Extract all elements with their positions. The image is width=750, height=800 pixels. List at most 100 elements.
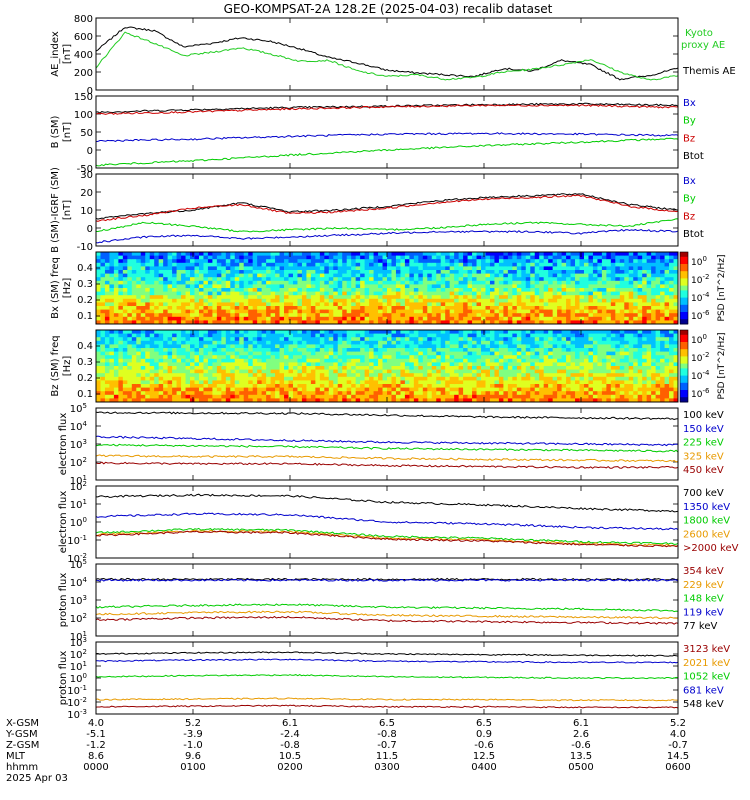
spectrogram-cell — [118, 266, 124, 271]
spectrogram-cell — [109, 333, 115, 338]
spectrogram-cell — [507, 391, 513, 396]
spectrogram-cell — [503, 362, 509, 367]
spectrogram-cell — [440, 369, 446, 374]
spectrogram-cell — [346, 280, 352, 285]
spectrogram-cell — [149, 358, 155, 363]
spectrogram-cell — [427, 255, 433, 260]
spectrogram-cell — [646, 273, 652, 278]
spectrogram-cell — [387, 302, 392, 307]
spectrogram-cell — [463, 387, 469, 392]
spectrogram-cell — [140, 330, 146, 335]
spectrogram-cell — [212, 284, 218, 289]
spectrogram-cell — [422, 387, 428, 392]
spectrogram-cell — [463, 306, 469, 311]
spectrogram-cell — [310, 273, 316, 278]
spectrogram-cell — [583, 362, 589, 367]
series-line-btot — [95, 102, 679, 114]
spectrogram-cell — [454, 309, 460, 314]
spectrogram-cell — [440, 373, 446, 378]
spectrogram-cell — [570, 262, 576, 267]
spectrogram-cell — [158, 298, 164, 303]
spectrogram-cell — [172, 351, 178, 356]
spectrogram-cell — [579, 398, 585, 403]
spectrogram-cell — [597, 262, 603, 267]
spectrogram-cell — [319, 351, 325, 356]
spectrogram-cell — [252, 270, 258, 275]
spectrogram-cell — [566, 259, 572, 264]
spectrogram-cell — [185, 355, 191, 360]
spectrogram-cell — [579, 373, 585, 378]
spectrogram-cell — [109, 337, 115, 342]
spectrogram-cell — [387, 384, 392, 389]
spectrogram-cell — [301, 387, 307, 392]
spectrogram-cell — [198, 295, 204, 300]
spectrogram-cell — [234, 358, 240, 363]
spectrogram-cell — [418, 351, 424, 356]
spectrogram-cell — [539, 313, 545, 318]
spectrogram-cell — [369, 373, 375, 378]
spectrogram-cell — [207, 295, 213, 300]
spectrogram-cell — [391, 313, 397, 318]
spectrogram-cell — [418, 259, 424, 264]
spectrogram-cell — [207, 255, 213, 260]
spectrogram-cell — [257, 376, 263, 381]
spectrogram-cell — [669, 273, 675, 278]
spectrogram-cell — [485, 337, 491, 342]
spectrogram-cell — [552, 394, 558, 399]
spectrogram-cell — [140, 316, 146, 321]
spectrogram-cell — [391, 270, 397, 275]
spectrogram-cell — [382, 306, 388, 311]
spectrogram-cell — [266, 316, 272, 321]
spectrogram-cell — [310, 302, 316, 307]
spectrogram-cell — [543, 373, 549, 378]
y-tick-label: 400 — [74, 50, 93, 61]
spectrogram-cell — [306, 280, 312, 285]
spectrogram-cell — [664, 313, 670, 318]
spectrogram-cell — [575, 362, 581, 367]
spectrogram-cell — [270, 344, 276, 349]
spectrogram-cell — [181, 309, 187, 314]
spectrogram-cell — [118, 373, 124, 378]
spectrogram-cell — [449, 344, 455, 349]
spectrogram-cell — [382, 298, 388, 303]
spectrogram-cell — [127, 333, 133, 338]
spectrogram-cell — [664, 298, 670, 303]
spectrogram-cell — [619, 316, 625, 321]
spectrogram-cell — [122, 302, 128, 307]
spectrogram-cell — [310, 376, 316, 381]
spectrogram-cell — [113, 266, 119, 271]
spectrogram-cell — [525, 376, 531, 381]
spectrogram-cell — [539, 259, 545, 264]
spectrogram-cell — [431, 387, 437, 392]
spectrogram-cell — [454, 340, 460, 345]
spectrogram-cell — [266, 387, 272, 392]
spectrogram-cell — [592, 255, 598, 260]
spectrogram-cell — [489, 373, 495, 378]
spectrogram-cell — [127, 306, 133, 311]
spectrogram-cell — [516, 320, 522, 325]
colorbar-cell — [680, 288, 688, 291]
spectrogram-cell — [297, 266, 303, 271]
spectrogram-cell — [190, 262, 195, 267]
spectrogram-cell — [172, 295, 178, 300]
spectrogram-cell — [592, 320, 598, 325]
spectrogram-cell — [485, 384, 491, 389]
spectrogram-cell — [319, 320, 325, 325]
spectrogram-cell — [575, 333, 581, 338]
spectrogram-cell — [391, 337, 397, 342]
spectrogram-cell — [136, 333, 142, 338]
spectrogram-cell — [131, 384, 137, 389]
spectrogram-cell — [436, 391, 442, 396]
spectrogram-cell — [207, 291, 213, 296]
spectrogram-cell — [154, 394, 160, 399]
spectrogram-cell — [198, 362, 204, 367]
spectrogram-cell — [167, 351, 173, 356]
spectrogram-cell — [418, 398, 424, 403]
spectrogram-cell — [96, 288, 101, 293]
spectrogram-cell — [221, 380, 227, 385]
spectrogram-cell — [427, 295, 433, 300]
spectrogram-cell — [369, 295, 375, 300]
spectrogram-cell — [610, 320, 616, 325]
spectrogram-cell — [601, 252, 607, 257]
